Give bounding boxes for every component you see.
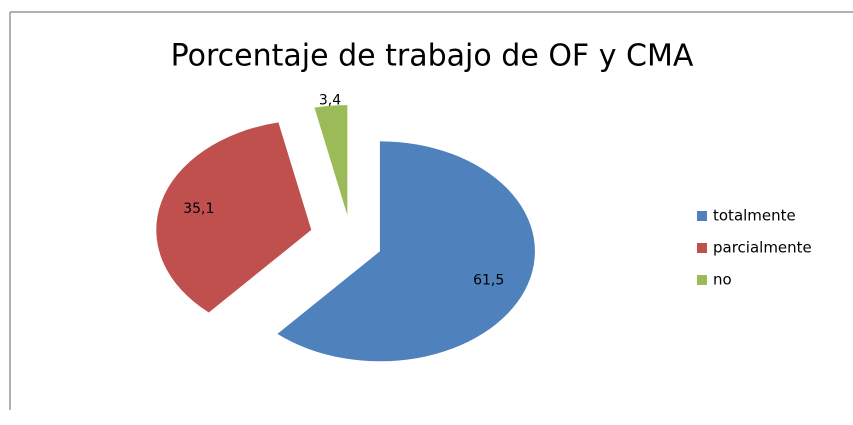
legend-swatch — [697, 211, 707, 221]
pie-slice — [314, 105, 348, 216]
data-label: 3,4 — [319, 92, 341, 108]
pie-slice — [277, 141, 535, 362]
legend-label: totalmente — [713, 207, 796, 225]
legend-swatch — [697, 243, 707, 253]
pie-slice — [156, 122, 312, 313]
chart-title: Porcentaje de trabajo de OF y CMA — [171, 39, 694, 74]
data-label: 35,1 — [183, 201, 214, 217]
legend-swatch — [697, 275, 707, 285]
legend-label: parcialmente — [713, 239, 812, 257]
legend-label: no — [713, 271, 732, 289]
data-label: 61,5 — [473, 272, 504, 288]
